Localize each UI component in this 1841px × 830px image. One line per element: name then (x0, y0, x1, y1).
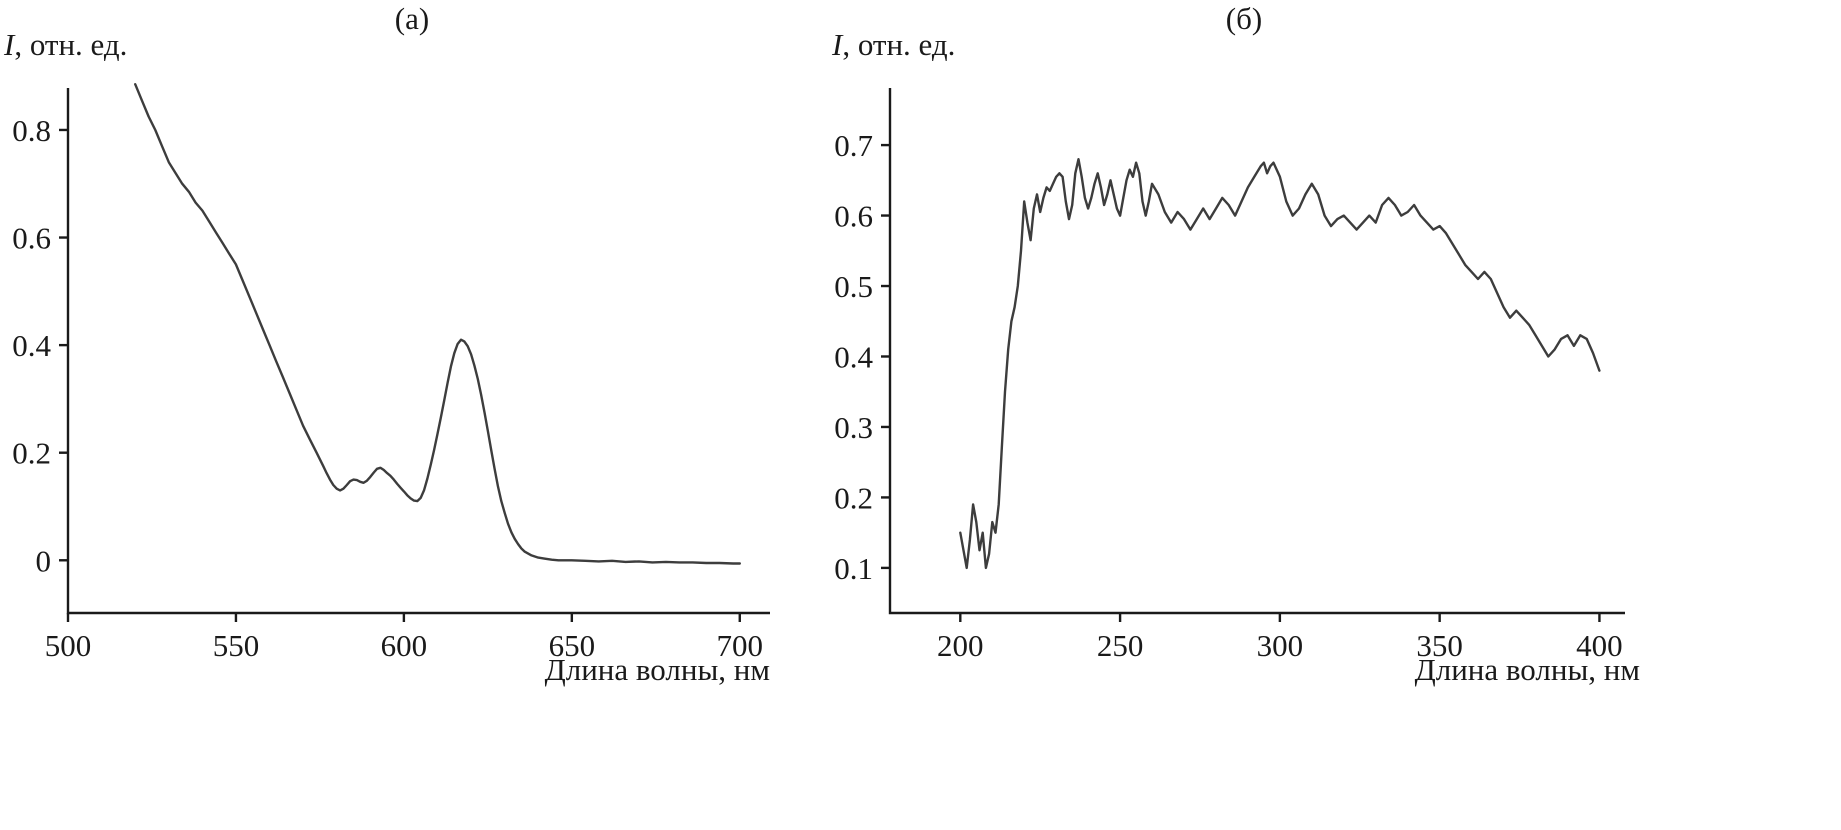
panel-b-y-axis-label-symbol: I (832, 27, 843, 62)
y-tick-label: 0.6 (834, 199, 873, 234)
chart-panel-a: 500 550 600 650 700 0 0.2 0.4 0.6 0.8 (12, 82, 770, 663)
panel-a-title: (а) (394, 1, 430, 36)
chart-panel-b: 200 250 300 350 400 0.1 0.2 0.3 0.4 0.5 0.6 0.7 (834, 88, 1625, 663)
panel-a-y-axis-label-symbol: I (4, 27, 15, 62)
y-tick-label: 0.8 (12, 113, 51, 148)
y-tick-label: 0.3 (834, 410, 873, 445)
x-tick-label: 650 (549, 628, 596, 663)
y-tick-label: 0.2 (12, 436, 51, 471)
panel-a-y-axis-label: I, отн. ед. (4, 27, 128, 62)
axis-line (66, 88, 770, 615)
y-tick-label: 0.1 (834, 551, 873, 586)
y-tick-label: 0.7 (834, 128, 873, 163)
y-tick-label: 0 (36, 543, 52, 578)
panel-a-y-axis-label-units: , отн. ед. (14, 27, 128, 62)
panel-b-title: (б) (1225, 1, 1263, 36)
y-tick-label: 0.2 (834, 480, 873, 515)
panel-b-x-axis-label: Длина волны, нм (1414, 652, 1640, 687)
x-tick-label: 300 (1257, 628, 1304, 663)
x-tick-label: 700 (717, 628, 764, 663)
y-tick-label: 0.5 (834, 269, 873, 304)
spectrum-curve (133, 82, 741, 565)
x-tick-label: 600 (381, 628, 428, 663)
spectrum-curve (959, 157, 1601, 570)
axis-line (888, 88, 1625, 615)
y-tick-label: 0.6 (12, 221, 51, 256)
x-tick-label: 400 (1576, 628, 1623, 663)
x-tick-label: 550 (213, 628, 260, 663)
panel-a-x-axis-label: Длина волны, нм (544, 652, 770, 687)
y-tick-label: 0.4 (12, 328, 51, 363)
x-tick-label: 200 (937, 628, 984, 663)
panel-b-y-axis-label: I, отн. ед. (832, 27, 956, 62)
y-tick-label: 0.4 (834, 339, 873, 374)
panel-b-y-axis-label-units: , отн. ед. (842, 27, 956, 62)
x-tick-label: 350 (1416, 628, 1463, 663)
x-tick-label: 250 (1097, 628, 1144, 663)
x-tick-label: 500 (45, 628, 92, 663)
